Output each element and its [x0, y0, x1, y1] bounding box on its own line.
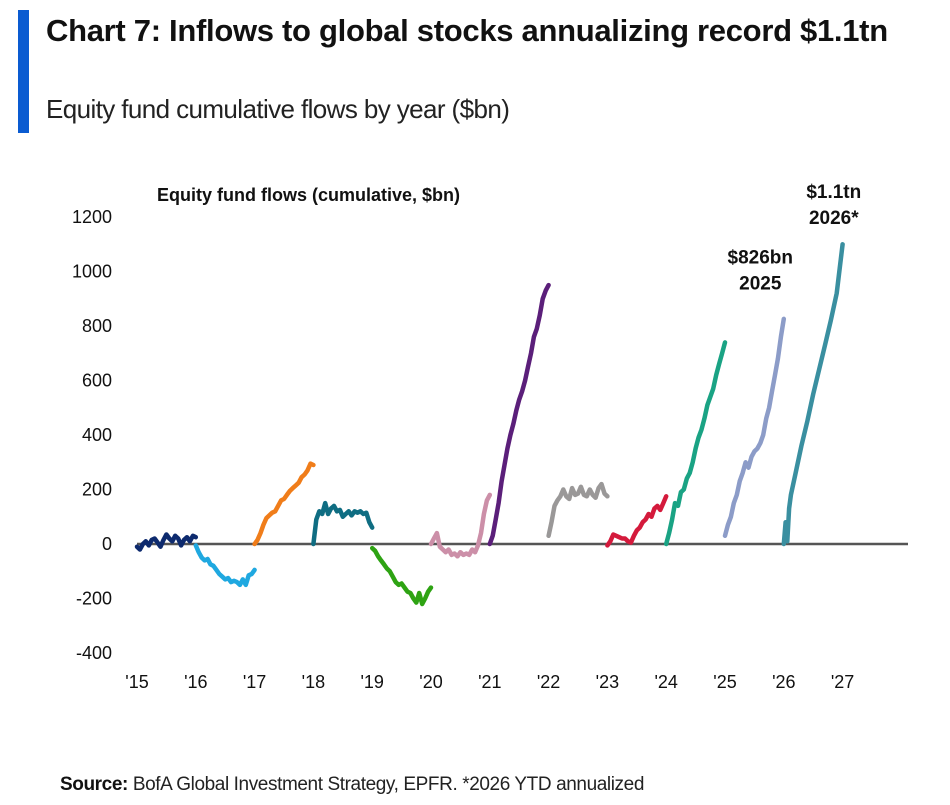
x-tick-label: '25: [713, 672, 736, 692]
x-tick-label: '21: [478, 672, 501, 692]
title-accent-bar: [18, 10, 29, 133]
annotation-label: 2026*: [809, 208, 859, 229]
y-tick-label: 1200: [72, 207, 112, 227]
series-line-2019: [369, 545, 434, 607]
y-tick-label: 800: [82, 316, 112, 336]
y-tick-label: 600: [82, 371, 112, 391]
series-line-2022: [546, 481, 610, 539]
series-line-2017: [252, 461, 316, 547]
x-tick-label: '23: [596, 672, 619, 692]
series-group: [134, 242, 845, 607]
source-note: Source: BofA Global Investment Strategy,…: [60, 774, 644, 796]
series-line-2020: [428, 492, 493, 559]
series-line-2018: [311, 500, 375, 547]
x-tick-label: '16: [184, 672, 207, 692]
series-line-2025: [722, 316, 787, 539]
series-line-2016: [193, 543, 257, 588]
y-tick-label: -200: [76, 589, 112, 609]
x-axis: '15 '16 '17 '18 '19 '20 '21 '22 '23 '24 '25 '26 '27: [125, 672, 854, 692]
annotation-label: $1.1tn: [806, 182, 861, 203]
x-tick-label: '24: [654, 672, 677, 692]
annotation-label: 2025: [739, 273, 782, 294]
series-line-2026: [781, 242, 845, 547]
x-tick-label: '18: [302, 672, 325, 692]
x-tick-label: '20: [419, 672, 442, 692]
y-tick-label: -400: [76, 643, 112, 663]
x-tick-label: '15: [125, 672, 148, 692]
y-tick-label: 200: [82, 480, 112, 500]
y-tick-label: 0: [102, 534, 112, 554]
x-tick-label: '27: [831, 672, 854, 692]
chart-subtitle: Equity fund cumulative flows by year ($b…: [46, 94, 510, 124]
y-tick-label: 400: [82, 425, 112, 445]
inner-chart-title: Equity fund flows (cumulative, $bn): [157, 185, 460, 205]
chart-title: Chart 7: Inflows to global stocks annual…: [46, 13, 888, 48]
series-line-2015: [134, 532, 199, 552]
y-axis: 1200 1000 800 600 400 200 0 -200 -400: [72, 207, 112, 663]
x-tick-label: '19: [360, 672, 383, 692]
source-label: Source:: [60, 774, 128, 795]
x-tick-label: '17: [243, 672, 266, 692]
annotation-label: $826bn: [728, 247, 793, 268]
series-line-2023: [605, 494, 669, 548]
x-tick-label: '26: [772, 672, 795, 692]
annotations: $826bn 2025 $1.1tn 2026*: [728, 182, 862, 294]
series-line-2021: [487, 282, 551, 547]
series-line-2024: [663, 340, 728, 547]
x-tick-label: '22: [537, 672, 560, 692]
y-tick-label: 1000: [72, 262, 112, 282]
source-text: BofA Global Investment Strategy, EPFR. *…: [127, 774, 645, 795]
